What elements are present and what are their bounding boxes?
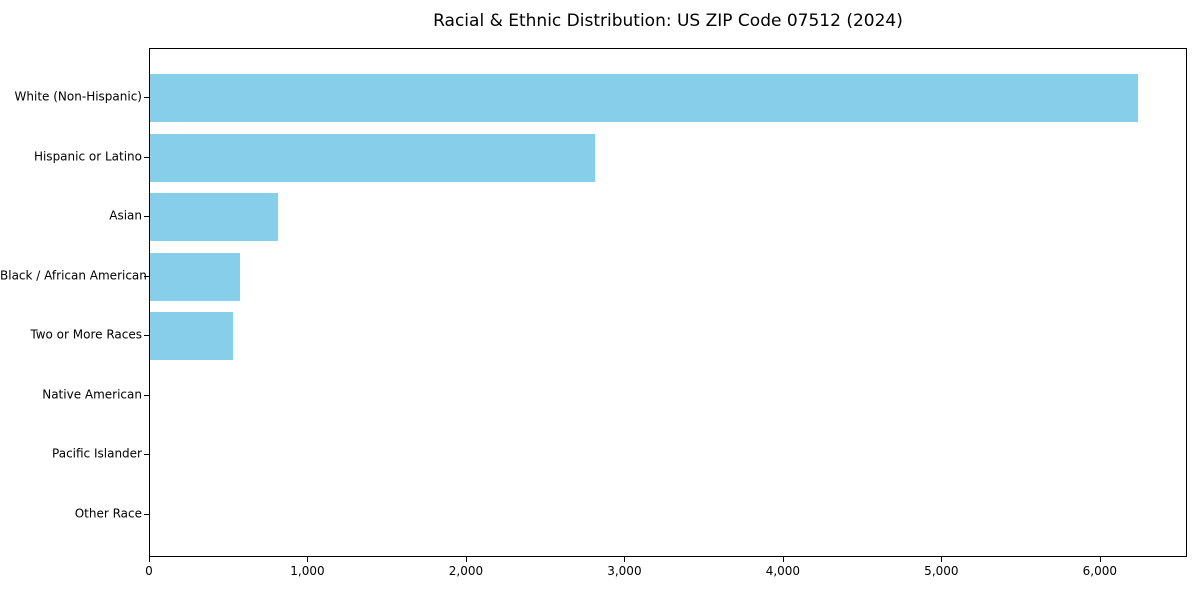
x-tick-label-4000: 4,000 [765, 564, 801, 578]
plot-area [149, 48, 1187, 557]
y-label-other-race: Other Race [74, 506, 142, 521]
y-tick-native-american [144, 394, 149, 396]
bar-white-non-hispanic [150, 74, 1138, 122]
x-tick-label-1000: 1,000 [290, 564, 325, 578]
y-tick-white-non-hispanic [144, 97, 149, 98]
y-tick-hispanic-or-latino [144, 156, 149, 158]
x-tick-label-0: 0 [145, 564, 153, 578]
y-tick-black-african-american [144, 275, 149, 277]
y-label-white-non-hispanic: White (Non-Hispanic) [14, 89, 142, 104]
x-tick-0 [149, 557, 150, 562]
x-tick-1000 [307, 557, 309, 562]
y-label-hispanic-or-latino: Hispanic or Latino [33, 149, 142, 164]
y-tick-other-race [144, 513, 149, 515]
x-tick-5000 [941, 557, 943, 562]
y-tick-asian [144, 216, 149, 218]
bar-hispanic-or-latino [150, 133, 595, 182]
x-tick-label-6000: 6,000 [1082, 564, 1118, 578]
y-tick-two-or-more-races [144, 335, 149, 337]
y-label-native-american: Native American [42, 387, 142, 402]
x-tick-2000 [465, 557, 467, 562]
y-label-asian: Asian [109, 208, 142, 223]
x-tick-label-5000: 5,000 [924, 564, 959, 578]
y-label-two-or-more-races: Two or More Races [30, 327, 142, 342]
y-label-black-african-american: Black / African American [0, 268, 147, 283]
y-tick-pacific-islander [144, 454, 149, 456]
x-tick-3000 [624, 557, 626, 562]
chart-title: Racial & Ethnic Distribution: US ZIP Cod… [433, 11, 903, 31]
x-tick-label-3000: 3,000 [607, 564, 642, 578]
bar-black-african-american [150, 252, 240, 301]
bar-two-or-more-races [150, 312, 234, 361]
x-tick-4000 [782, 557, 784, 562]
bar-asian [150, 193, 279, 242]
y-label-pacific-islander: Pacific Islander [52, 446, 142, 461]
x-tick-6000 [1099, 557, 1101, 562]
x-tick-label-2000: 2,000 [448, 564, 484, 578]
